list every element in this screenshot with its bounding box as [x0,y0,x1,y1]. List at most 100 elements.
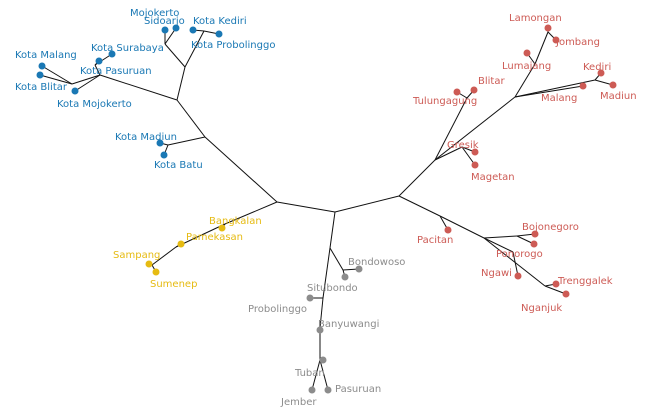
tip-point-kota-pasuruan [95,57,103,65]
tree-branch [434,96,516,161]
tip-label-magetan: Magetan [471,172,515,183]
tip-label-sampang: Sampang [113,250,160,261]
tip-label-tulungagung: Tulungagung [412,96,477,107]
tip-label-jember: Jember [280,397,317,408]
tip-label-kota-blitar: Kota Blitar [15,82,68,93]
tree-branch [322,247,331,299]
tip-point-sampang [145,260,153,268]
tree-branch [167,136,206,146]
tip-point-bojonegoro [531,230,539,238]
tree-branch [483,235,518,239]
tip-point-ponorogo [530,240,538,248]
tree-tips [36,24,617,394]
tip-label-bangkalan: Bangkalan [209,216,262,227]
tip-label-blitar: Blitar [478,76,505,87]
tip-label-trenggalek: Trenggalek [557,276,613,287]
tip-point-kota-kediri [189,26,197,34]
tip-point-situbondo [341,273,349,281]
tip-point-madiun [609,81,617,89]
tip-label-pacitan: Pacitan [417,235,453,246]
tree-branch [204,136,278,203]
tip-label-nganjuk: Nganjuk [521,303,562,314]
tip-point-trenggalek [552,280,560,288]
tip-label-probolinggo: Probolinggo [248,304,307,315]
tree-branch [276,201,336,213]
tree-branch [99,74,178,101]
tip-label-tuban: Tuban [294,368,325,379]
tip-label-kota-surabaya: Kota Surabaya [91,43,164,54]
tip-label-gresik: Gresik [447,140,479,151]
tree-branch [512,251,519,277]
tip-label-sidoarjo: Sidoarjo [144,16,185,27]
tree-edges [39,27,614,391]
tip-point-probolinggo [306,294,314,302]
tree-branch [514,85,584,98]
tip-point-pamekasan [177,240,185,248]
tip-label-kota-madiun: Kota Madiun [115,132,177,143]
tip-point-ngawi [514,272,522,280]
tip-point-kota-surabaya [108,50,116,58]
tip-point-kota-blitar [36,71,44,79]
tree-branch [164,43,186,68]
tip-point-pacitan [444,226,452,234]
tree-branch [483,237,514,253]
tip-point-jombang [552,36,560,44]
tip-point-malang [579,82,587,90]
tree-branch [514,63,536,98]
tip-label-pamekasan: Pamekasan [186,232,243,243]
tip-point-lumajang [523,49,531,57]
tip-point-tulungagung [453,88,461,96]
tip-label-situbondo: Situbondo [307,283,358,294]
tip-point-bondowoso [355,265,363,273]
tip-label-madiun: Madiun [600,91,637,102]
tip-label-pasuruan: Pasuruan [335,384,381,395]
tree-branch [94,64,101,76]
tip-point-pasuruan [324,386,332,394]
tip-label-kota-mojokerto: Kota Mojokerto [57,99,132,110]
tree-branch [151,246,177,266]
tree-branch [176,99,206,138]
tip-label-lumajang: Lumajang [502,61,551,72]
tip-point-kota-batu [160,151,168,159]
tree-branch [176,66,186,101]
tree-branch [483,237,546,287]
tip-label-bondowoso: Bondowoso [348,257,405,268]
tree-branch [434,146,463,161]
tip-label-kediri: Kediri [583,62,611,73]
tree-branch [398,195,441,217]
tip-label-kota-batu: Kota Batu [154,160,203,171]
tree-branch [461,146,476,166]
tree-branch [329,247,344,271]
tree-branch [439,215,485,239]
tip-label-kota-probolinggo: Kota Probolinggo [191,40,275,51]
tree-branch [224,201,278,225]
tip-label-kota-kediri: Kota Kediri [193,16,247,27]
tip-point-nganjuk [562,290,570,298]
tip-point-mojokerto [172,24,180,32]
tree-branch [329,211,336,249]
tip-point-banyuwangi [316,326,324,334]
tree-branch [398,159,436,197]
tip-label-lamongan: Lamongan [509,13,562,24]
tree-branch [41,65,73,85]
tip-label-kota-malang: Kota Malang [15,50,77,61]
tip-label-banyuwangi: Banyuwangi [318,319,379,330]
tip-point-lamongan [544,24,552,32]
tree-branch [319,297,324,329]
tip-point-blitar [470,86,478,94]
tip-point-kota-mojokerto [71,87,79,95]
tip-label-sumenep: Sumenep [150,279,197,290]
tip-label-ponorogo: Ponorogo [496,249,543,260]
tip-point-bangkalan [218,224,226,232]
tip-point-kediri [597,69,605,77]
tip-label-mojokerto: Mojokerto [130,8,179,19]
tip-label-ngawi: Ngawi [481,268,512,279]
tree-branch [184,30,205,68]
tip-point-kota-madiun [156,139,164,147]
tip-label-malang: Malang [541,93,577,104]
tip-point-gresik [471,148,479,156]
tree-branch [74,74,101,92]
tip-point-jember [308,386,316,394]
